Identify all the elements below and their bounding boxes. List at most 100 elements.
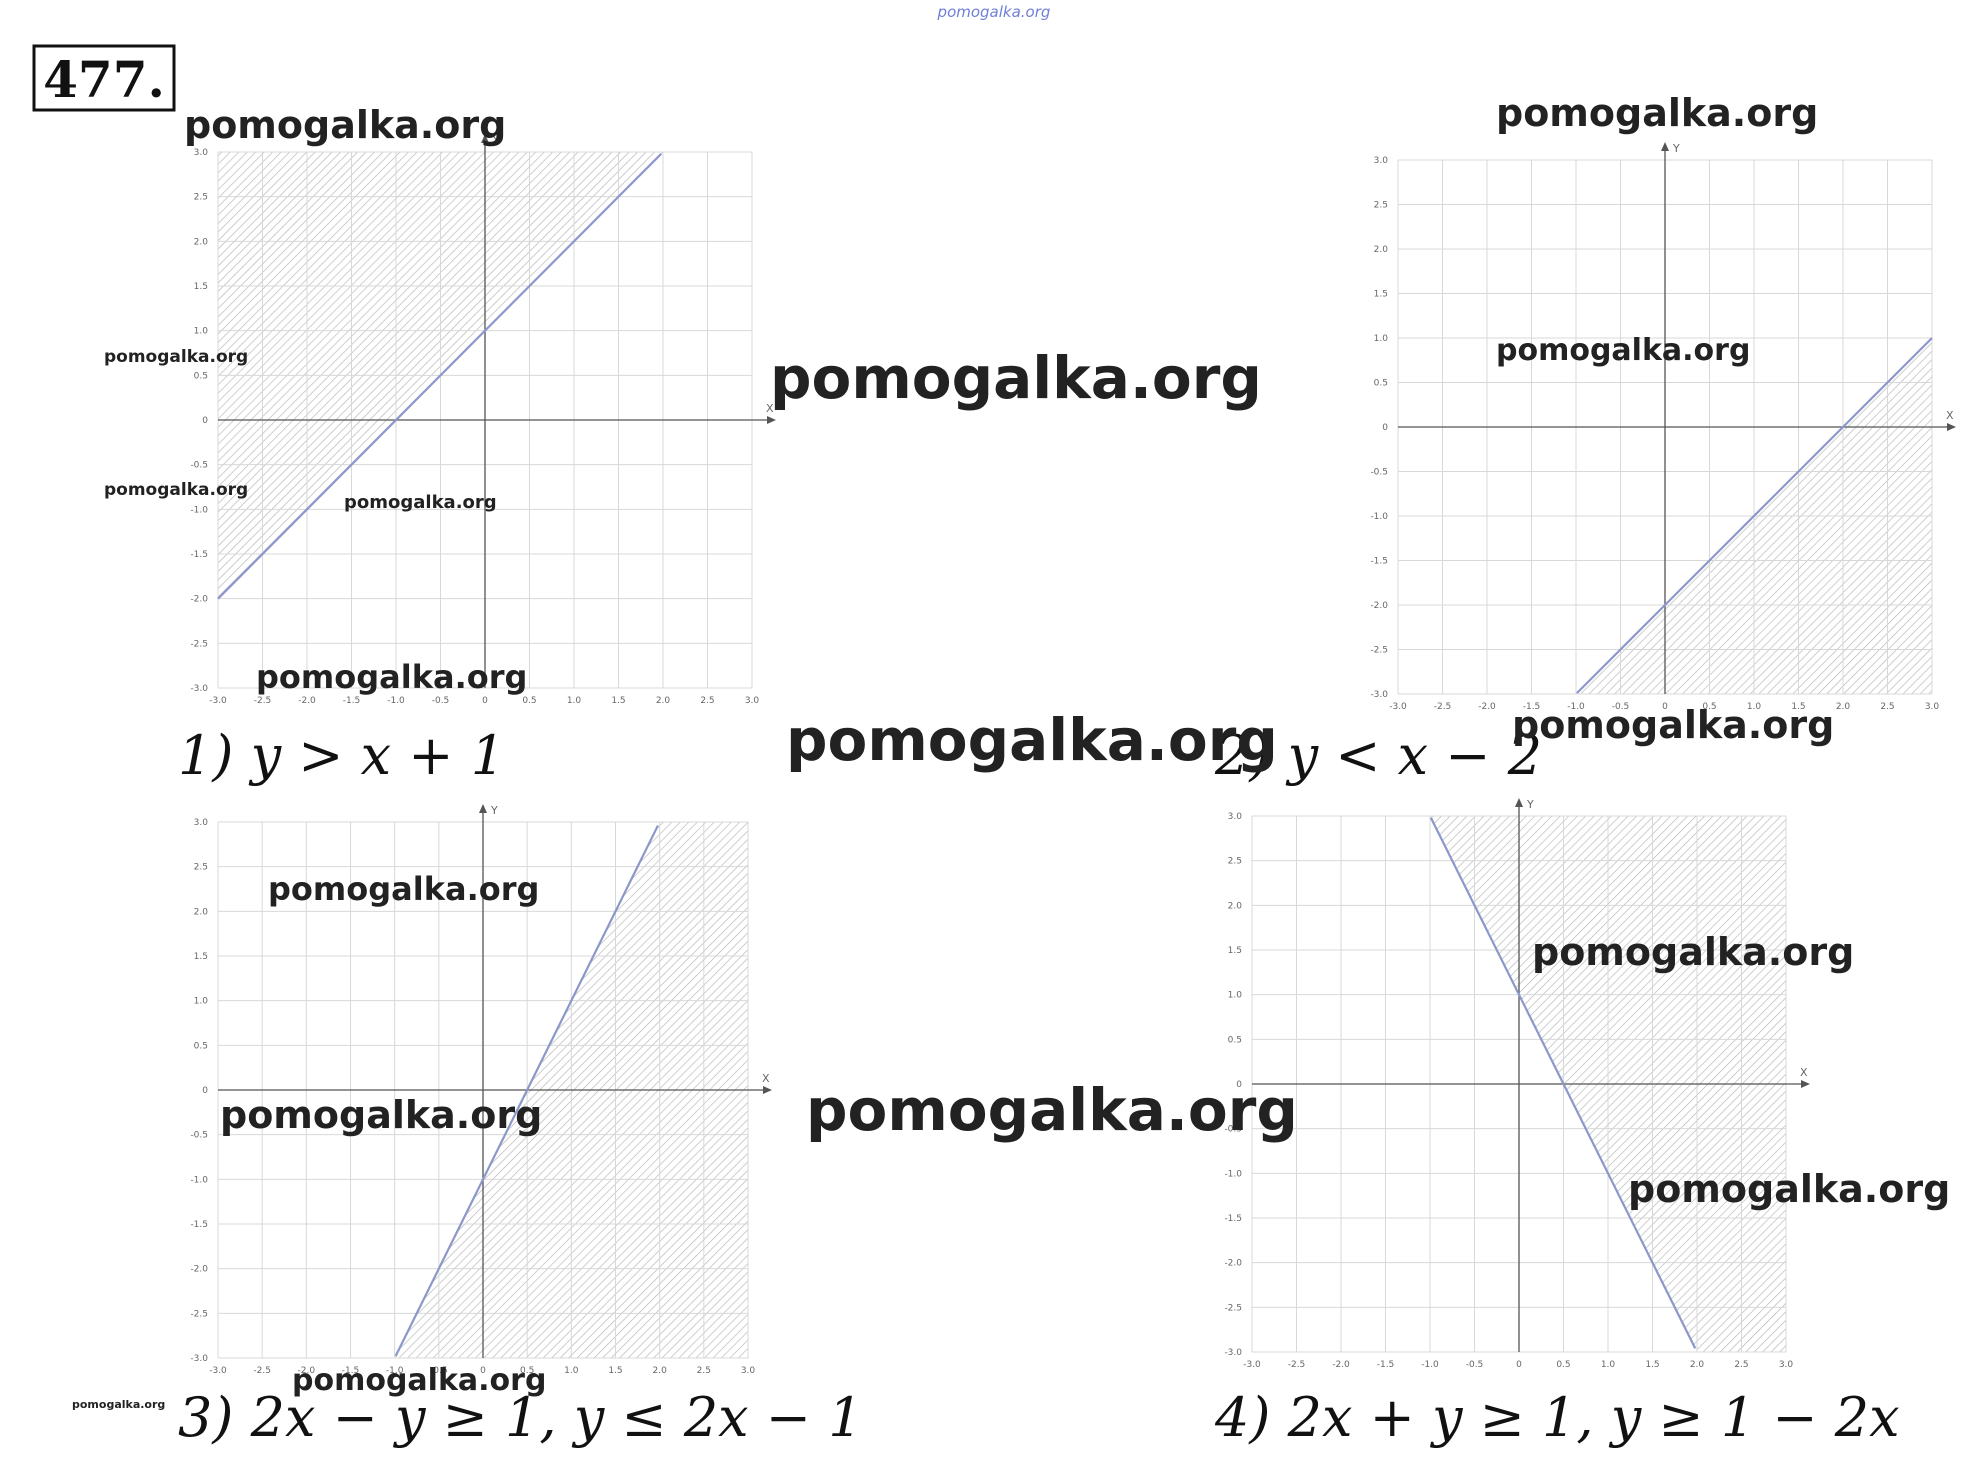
x-tick-label: -3.0 <box>1243 1360 1261 1370</box>
x-axis-label: X <box>766 402 774 415</box>
y-tick-label: 2.5 <box>194 863 208 873</box>
watermark: pomogalka.org <box>184 103 506 147</box>
x-tick-label: 0.5 <box>520 1366 534 1376</box>
y-tick-label: -0.5 <box>1370 468 1388 478</box>
y-tick-label: -2.5 <box>1370 646 1388 656</box>
y-tick-label: 3.0 <box>194 148 209 158</box>
y-axis-label: Y <box>1526 798 1534 811</box>
y-tick-label: 0.5 <box>1374 379 1388 389</box>
y-tick-label: 2.0 <box>194 237 209 247</box>
charts-group: XY-3.0-3.0-2.5-2.5-2.0-2.0-1.5-1.5-1.0-1… <box>190 134 1956 1376</box>
x-tick-label: 2.0 <box>656 696 671 706</box>
y-axis-label: Y <box>490 804 498 817</box>
x-tick-label: -2.5 <box>253 1366 271 1376</box>
x-tick-label: 3.0 <box>745 696 760 706</box>
x-tick-label: -1.5 <box>343 696 361 706</box>
problem-number: 477. <box>43 50 165 109</box>
y-tick-label: 1.0 <box>1228 991 1243 1001</box>
caption-2: 2) y < x − 2 <box>1214 724 1542 787</box>
y-tick-label: -2.5 <box>190 639 208 649</box>
watermark: pomogalka.org <box>344 492 497 513</box>
x-tick-label: -2.0 <box>298 1366 316 1376</box>
x-tick-label: -2.0 <box>1478 702 1496 712</box>
x-tick-label: 0 <box>1662 702 1668 712</box>
y-tick-label: 1.5 <box>194 282 208 292</box>
y-tick-label: 3.0 <box>1374 156 1389 166</box>
x-axis-label: X <box>762 1072 770 1085</box>
x-tick-label: -0.5 <box>430 1366 448 1376</box>
y-tick-label: 2.5 <box>194 193 208 203</box>
x-tick-label: 1.5 <box>1791 702 1805 712</box>
y-tick-label: 2.5 <box>1228 857 1242 867</box>
x-tick-label: -1.0 <box>1421 1360 1439 1370</box>
x-tick-label: 1.0 <box>567 696 582 706</box>
x-tick-label: 2.5 <box>1734 1360 1748 1370</box>
y-tick-label: -2.0 <box>1224 1259 1242 1269</box>
header-site-link[interactable]: pomogalka.org <box>937 3 1051 21</box>
x-tick-label: 3.0 <box>1779 1360 1794 1370</box>
watermark: pomogalka.org <box>220 1093 542 1137</box>
y-axis-label: Y <box>1672 142 1680 155</box>
x-tick-label: -1.5 <box>1523 702 1541 712</box>
x-tick-label: -1.0 <box>386 1366 404 1376</box>
y-tick-label: 0.5 <box>194 1041 208 1051</box>
y-tick-label: 1.5 <box>1374 290 1388 300</box>
x-tick-label: -2.0 <box>1332 1360 1350 1370</box>
y-tick-label: 0 <box>1382 423 1388 433</box>
y-tick-label: -3.0 <box>1370 690 1388 700</box>
boundary-line <box>1429 817 1697 1349</box>
watermark: pomogalka.org <box>770 344 1262 412</box>
y-tick-label: -3.0 <box>1224 1348 1242 1358</box>
x-axis-arrow-icon <box>767 416 776 424</box>
watermark: pomogalka.org <box>1628 1167 1950 1211</box>
y-tick-label: -0.5 <box>1224 1125 1242 1135</box>
x-tick-label: 1.0 <box>1601 1360 1616 1370</box>
y-tick-label: -3.0 <box>190 1354 208 1364</box>
inequality-chart-4: X Y -3.0-3.0 -2.5 -2.5 -2.0 -2.0 -1.5 -1.5 -1.0 -1… <box>1224 798 1810 1370</box>
watermark: pomogalka.org <box>806 1076 1298 1144</box>
x-tick-label: 0 <box>482 696 488 706</box>
y-tick-label: -2.5 <box>190 1309 208 1319</box>
y-tick-label: 2.5 <box>1374 201 1388 211</box>
y-tick-label: 1.0 <box>194 327 209 337</box>
y-tick-label: -1.0 <box>190 505 208 515</box>
y-tick-label: -0.5 <box>190 461 208 471</box>
x-tick-label: 2.5 <box>697 1366 711 1376</box>
watermark: pomogalka.org <box>104 347 248 367</box>
boundary-line <box>394 825 659 1357</box>
y-tick-label: -0.5 <box>190 1131 208 1141</box>
y-tick-label: 2.0 <box>1228 901 1243 911</box>
watermark: pomogalka.org <box>1496 91 1818 135</box>
x-tick-label: -3.0 <box>1389 702 1407 712</box>
y-tick-label: -1.5 <box>190 1220 208 1230</box>
y-tick-label: 0 <box>1236 1080 1242 1090</box>
watermark: pomogalka.org <box>256 658 527 696</box>
x-tick-label: -0.5 <box>1612 702 1630 712</box>
caption-1: 1) y > x + 1 <box>178 724 505 787</box>
x-tick-label: -2.5 <box>1434 702 1452 712</box>
watermark: pomogalka.org <box>268 870 539 908</box>
y-tick-label: -2.0 <box>190 1265 208 1275</box>
caption-4: 4) 2x + y ≥ 1, y ≥ 1 − 2x <box>1214 1386 1900 1449</box>
x-tick-label: 3.0 <box>1925 702 1940 712</box>
y-tick-label: 0.5 <box>1228 1035 1242 1045</box>
x-tick-label: 0 <box>480 1366 486 1376</box>
y-axis-label: Y <box>492 134 500 147</box>
y-tick-label: 1.5 <box>1228 946 1242 956</box>
x-tick-label: 0 <box>1516 1360 1522 1370</box>
x-tick-label: -1.5 <box>342 1366 360 1376</box>
y-axis-arrow-icon <box>481 134 489 143</box>
x-tick-label: -1.0 <box>1567 702 1585 712</box>
y-tick-label: 0 <box>202 416 208 426</box>
watermark: pomogalka.org <box>1496 333 1750 368</box>
inequality-chart-3: X Y -3.0-3.0 -2.5 -2.5 -2.0 -2.0 -1.5 -1.5 -1.0 -1… <box>190 804 772 1376</box>
y-axis-arrow-icon <box>479 804 487 813</box>
x-tick-label: 2.0 <box>1836 702 1851 712</box>
y-tick-label: 0 <box>202 1086 208 1096</box>
y-tick-label: -2.0 <box>1370 601 1388 611</box>
problem-number-box <box>32 44 176 112</box>
x-tick-label: 2.0 <box>653 1366 668 1376</box>
x-axis-label: X <box>1946 409 1954 422</box>
y-tick-label: 3.0 <box>194 818 209 828</box>
x-tick-label: -0.5 <box>432 696 450 706</box>
